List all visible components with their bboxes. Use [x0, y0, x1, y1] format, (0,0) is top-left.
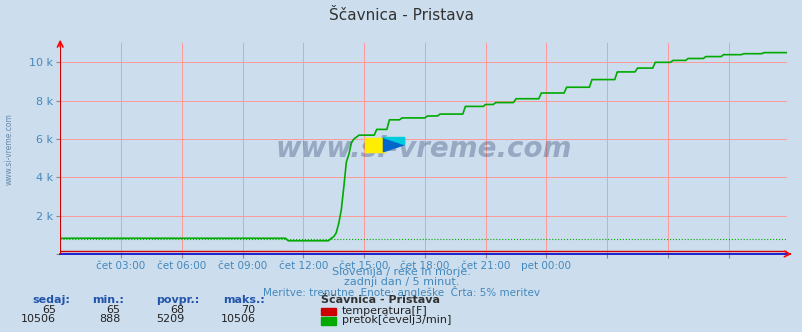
FancyBboxPatch shape [365, 137, 385, 152]
Text: 65: 65 [107, 305, 120, 315]
Text: min.:: min.: [92, 295, 124, 305]
Text: 10506: 10506 [21, 314, 56, 324]
Text: 68: 68 [170, 305, 184, 315]
Text: 5209: 5209 [156, 314, 184, 324]
Text: www.si-vreme.com: www.si-vreme.com [5, 114, 14, 185]
Text: Ščavnica - Pristava: Ščavnica - Pristava [321, 295, 439, 305]
Text: 888: 888 [99, 314, 120, 324]
Text: sedaj:: sedaj: [32, 295, 70, 305]
Text: temperatura[F]: temperatura[F] [342, 306, 427, 316]
Text: Slovenija / reke in morje.: Slovenija / reke in morje. [332, 267, 470, 277]
Text: www.si-vreme.com: www.si-vreme.com [275, 134, 571, 163]
Polygon shape [383, 137, 404, 152]
Text: maks.:: maks.: [223, 295, 265, 305]
Text: 65: 65 [43, 305, 56, 315]
Text: zadnji dan / 5 minut.: zadnji dan / 5 minut. [343, 277, 459, 287]
Polygon shape [383, 137, 404, 145]
Text: 10506: 10506 [220, 314, 255, 324]
Text: 70: 70 [241, 305, 255, 315]
Text: povpr.:: povpr.: [156, 295, 200, 305]
Text: pretok[čevelj3/min]: pretok[čevelj3/min] [342, 314, 451, 325]
Text: Ščavnica - Pristava: Ščavnica - Pristava [329, 8, 473, 23]
Text: Meritve: trenutne  Enote: angleške  Črta: 5% meritev: Meritve: trenutne Enote: angleške Črta: … [263, 286, 539, 298]
